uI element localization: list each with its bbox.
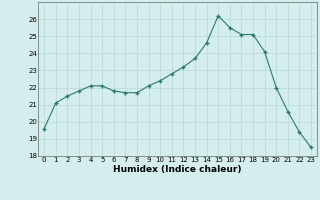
X-axis label: Humidex (Indice chaleur): Humidex (Indice chaleur) bbox=[113, 165, 242, 174]
